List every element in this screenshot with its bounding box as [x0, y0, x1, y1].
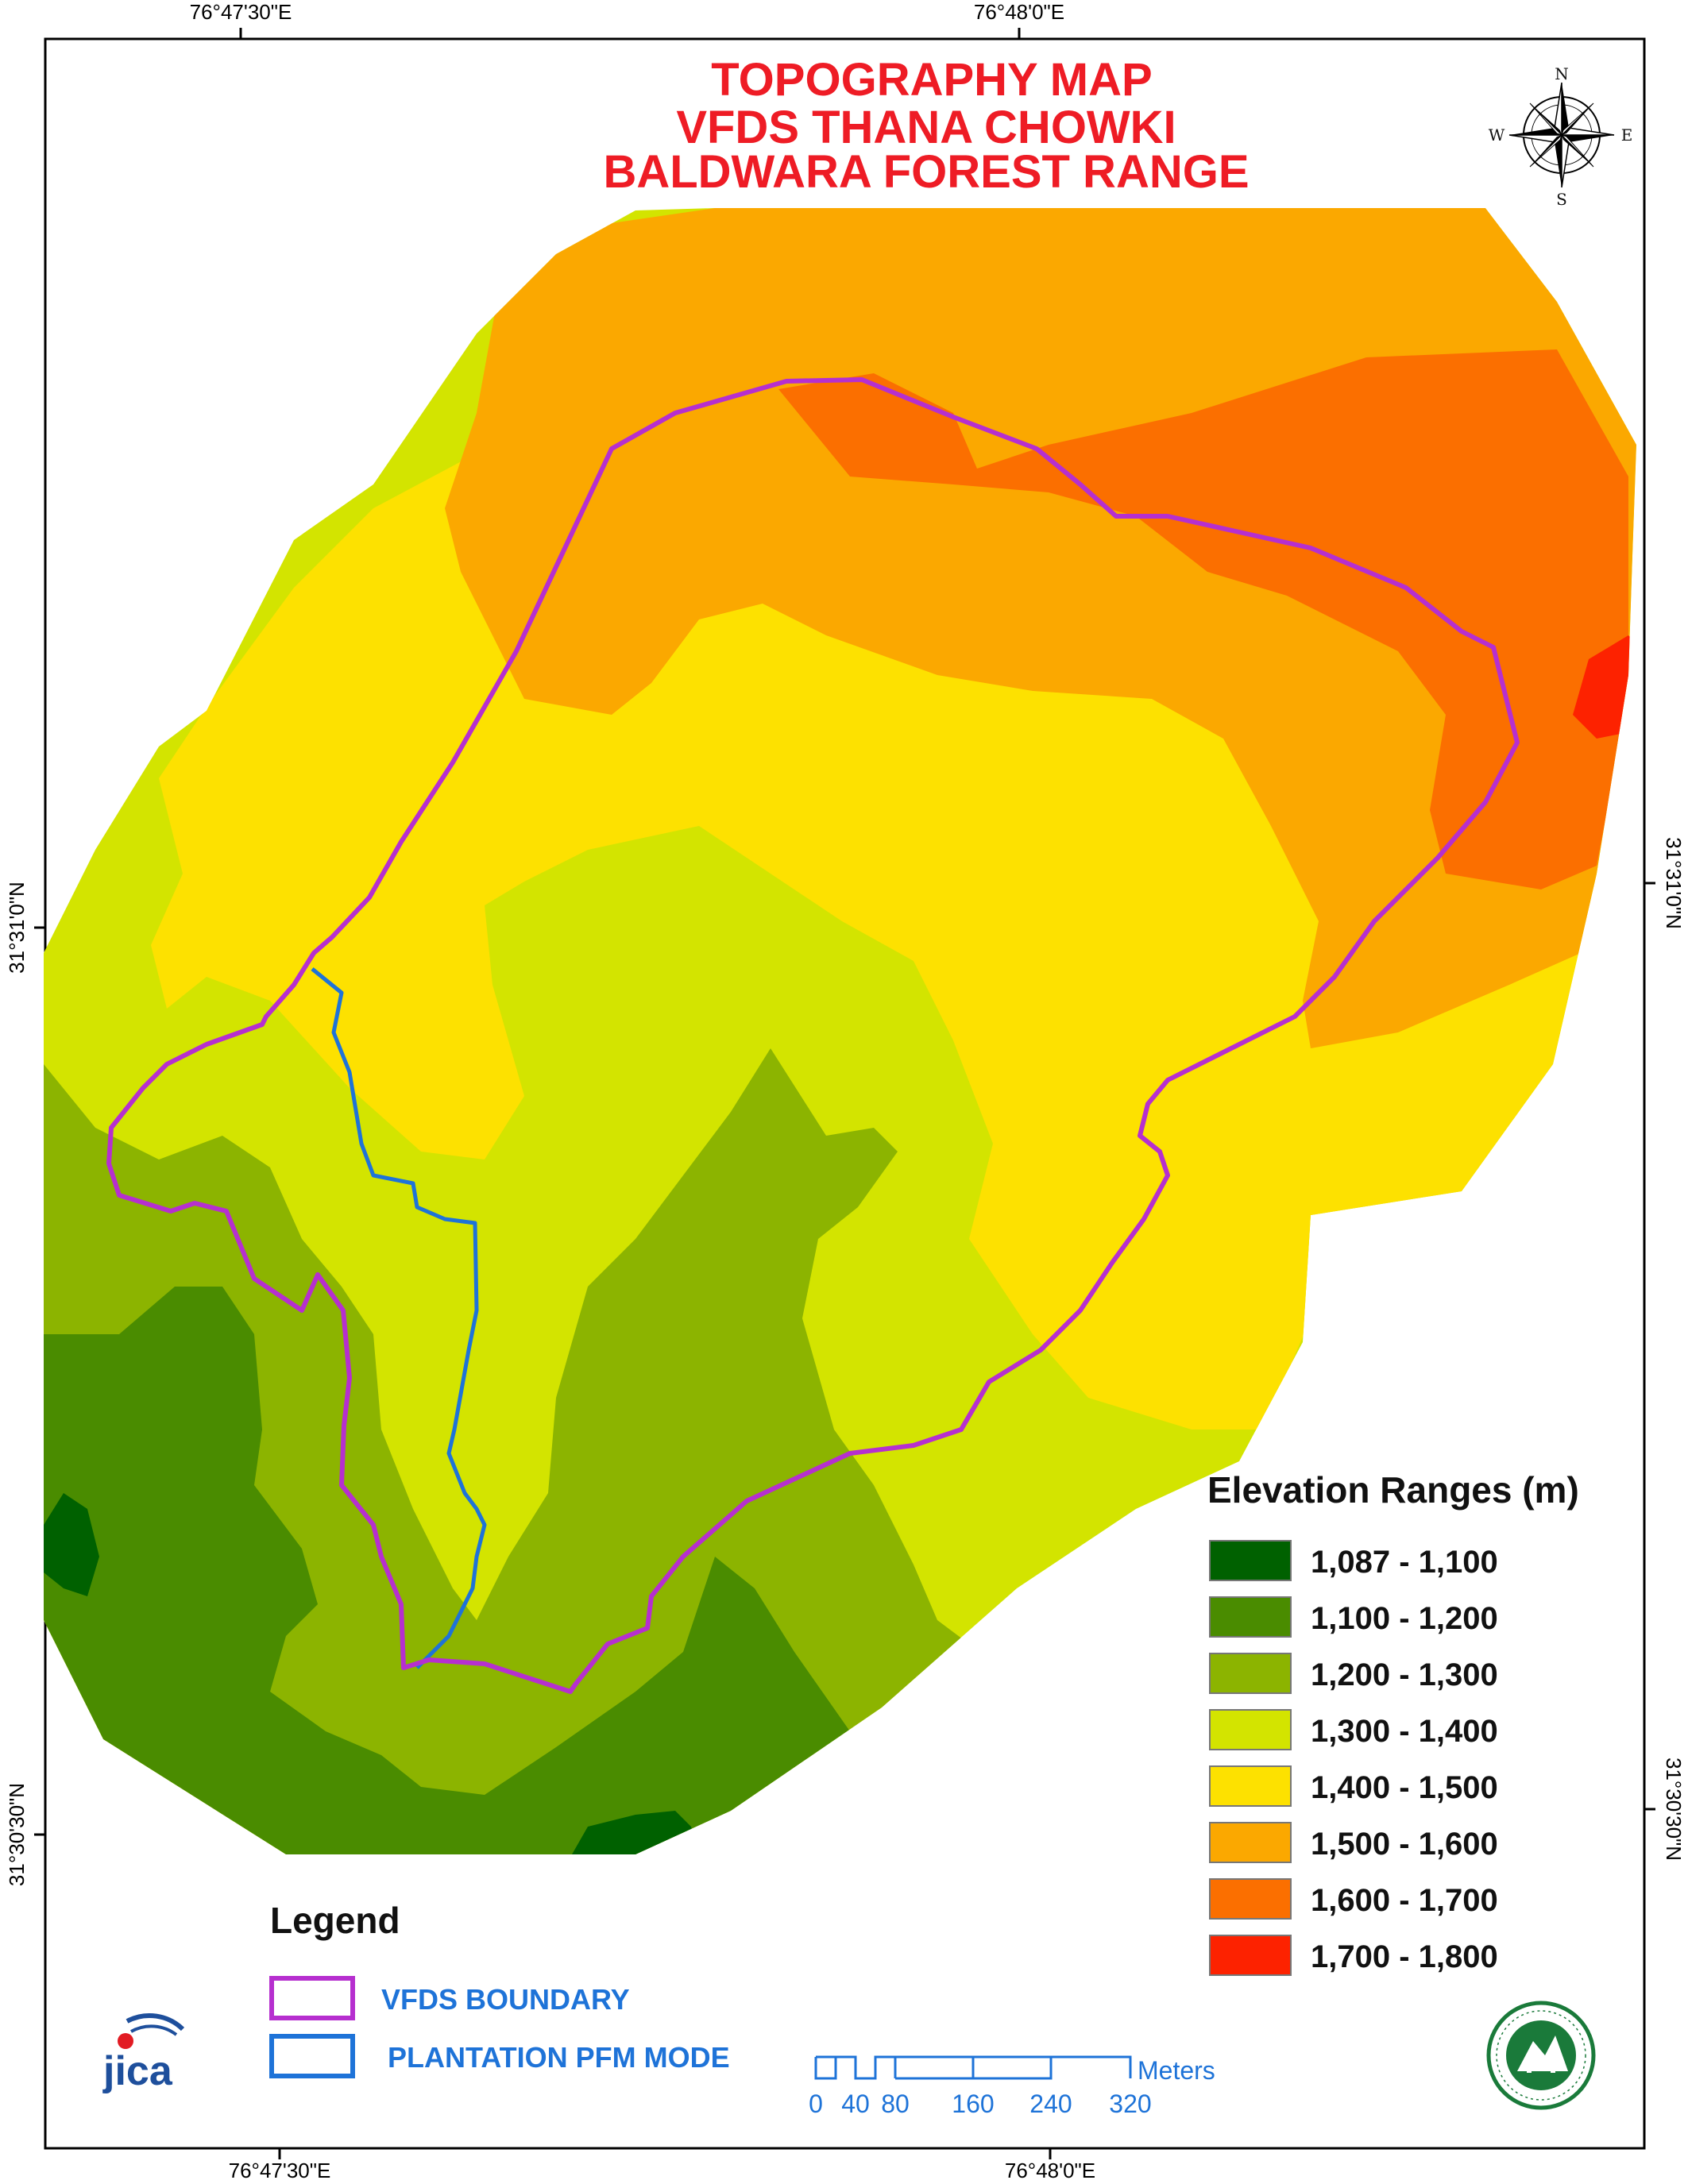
elevation-swatch-4	[1209, 1765, 1292, 1807]
legend-swatch-plantation	[269, 2034, 355, 2078]
legend-label-plantation: PLANTATION PFM MODE	[388, 2041, 730, 2074]
elevation-label-0: 1,087 - 1,100	[1311, 1545, 1498, 1580]
line-legend-title: Legend	[270, 1900, 400, 1941]
map-title-line-1: TOPOGRAPHY MAP	[711, 54, 1152, 106]
elevation-legend: Elevation Ranges (m) 1,087 - 1,100 1,100 …	[1207, 1469, 1579, 1976]
elevation-legend-title: Elevation Ranges (m)	[1207, 1469, 1579, 1511]
elevation-swatch-7	[1209, 1935, 1292, 1976]
zone-1100-1200	[44, 1287, 882, 1854]
compass-e-label: E	[1621, 125, 1633, 145]
elevation-swatch-5	[1209, 1822, 1292, 1863]
legend-swatch-vfds-boundary	[269, 1976, 355, 2020]
line-legend: Legend VFDS BOUNDARY PLANTATION PFM MODE	[269, 1900, 730, 2078]
elevation-label-2: 1,200 - 1,300	[1311, 1657, 1498, 1692]
elevation-label-7: 1,700 - 1,800	[1311, 1939, 1498, 1974]
zone-1600-1700	[778, 349, 1628, 889]
plantation-pfm-line	[311, 967, 487, 1669]
lon-label-bottom-right: 76°48'0"E	[1005, 2159, 1095, 2182]
compass-rose-icon: N S E W	[1489, 64, 1633, 209]
map-title-line-2: VFDS THANA CHOWKI	[676, 102, 1176, 153]
elevation-label-4: 1,400 - 1,500	[1311, 1770, 1498, 1805]
scale-tick-80: 80	[881, 2089, 910, 2118]
elevation-label-3: 1,300 - 1,400	[1311, 1714, 1498, 1749]
lat-label-right-lower: 31°30'30"N	[1662, 1758, 1686, 1861]
graticule-ticks	[34, 28, 1655, 2159]
elevation-swatch-6	[1209, 1878, 1292, 1920]
elevation-label-5: 1,500 - 1,600	[1311, 1827, 1498, 1862]
compass-s-label: S	[1556, 190, 1567, 209]
forest-department-seal-icon	[1486, 2001, 1596, 2110]
scale-tick-240: 240	[1029, 2089, 1072, 2118]
lat-label-left-upper: 31°31'0"N	[5, 882, 29, 974]
legend-label-vfds-boundary: VFDS BOUNDARY	[381, 1983, 630, 2016]
jica-logo: jica	[102, 2013, 185, 2094]
lat-label-right-upper: 31°31'0"N	[1662, 837, 1686, 929]
vfds-boundary-line	[106, 377, 1520, 1694]
scale-tick-0: 0	[809, 2089, 823, 2118]
lon-label-bottom-left: 76°47'30"E	[229, 2159, 331, 2182]
elevation-swatch-3	[1209, 1709, 1292, 1750]
scale-tick-40: 40	[841, 2089, 870, 2118]
compass-w-label: W	[1489, 125, 1505, 145]
lon-label-top-right: 76°48'0"E	[974, 0, 1064, 24]
elevation-swatch-0	[1209, 1540, 1292, 1581]
scale-bar	[814, 2055, 1132, 2080]
zone-1087-1100	[44, 1493, 699, 1854]
elevation-swatch-2	[1209, 1653, 1292, 1694]
scale-unit-label: Meters	[1138, 2056, 1215, 2085]
svg-text:jica: jica	[102, 2048, 173, 2094]
lon-label-top-left: 76°47'30"E	[190, 0, 292, 24]
scale-tick-160: 160	[952, 2089, 994, 2118]
lat-label-left-lower: 31°30'30"N	[5, 1783, 29, 1886]
elevation-label-1: 1,100 - 1,200	[1311, 1601, 1498, 1636]
scale-tick-320: 320	[1109, 2089, 1151, 2118]
elevation-swatch-1	[1209, 1596, 1292, 1638]
compass-n-label: N	[1555, 64, 1569, 83]
elevation-label-6: 1,600 - 1,700	[1311, 1883, 1498, 1918]
map-title-line-3: BALDWARA FOREST RANGE	[603, 146, 1249, 198]
